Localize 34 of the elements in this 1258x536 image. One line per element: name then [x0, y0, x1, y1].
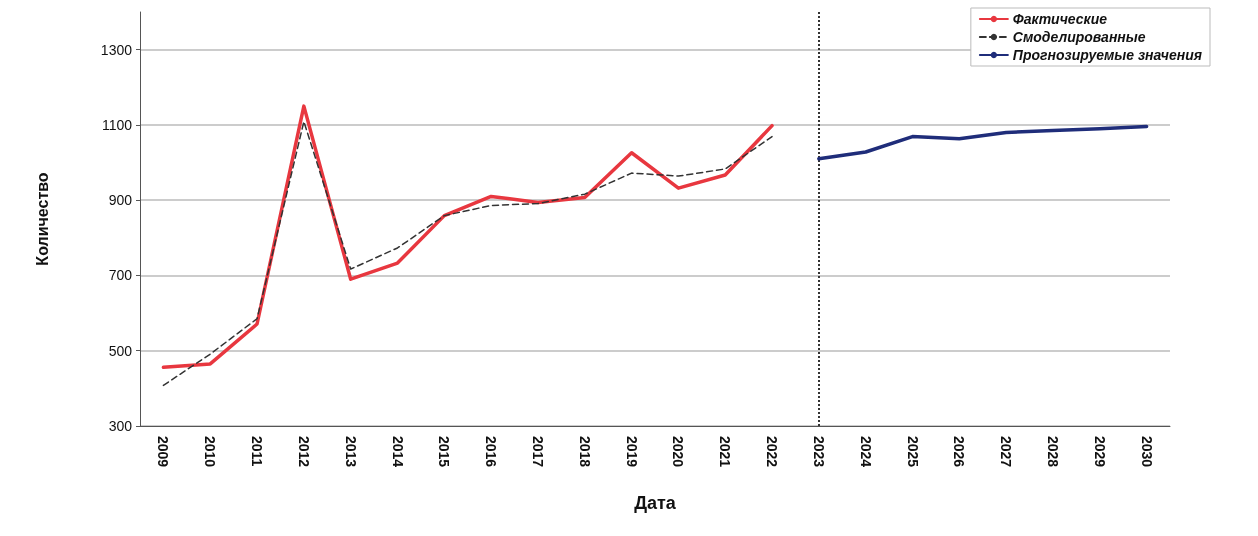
x-tick-label: 2012	[295, 436, 312, 468]
x-tick-label: 2019	[623, 436, 640, 468]
y-tick-label: 300	[108, 418, 133, 434]
x-tick-label: 2011	[249, 436, 266, 467]
y-tick-label: 500	[108, 342, 133, 359]
x-tick-label: 2017	[529, 436, 546, 468]
y-tick-label: 900	[108, 192, 133, 209]
x-tick-label: 2010	[202, 436, 219, 468]
legend-label: Прогнозируемые значения	[1012, 47, 1203, 63]
x-tick-label: 2026	[951, 436, 968, 468]
x-tick-label: 2022	[764, 436, 781, 468]
x-tick-label: 2015	[436, 436, 453, 468]
line-series	[817, 124, 1149, 161]
x-tick-label: 2013	[342, 436, 359, 468]
x-tick-label: 2030	[1138, 436, 1155, 468]
x-tick-label: 2027	[998, 436, 1015, 468]
x-tick-label: 2024	[857, 436, 874, 468]
x-tick-label: 2016	[483, 436, 500, 468]
y-tick-label: 1100	[101, 116, 133, 133]
y-axis-title: Количество	[33, 172, 51, 266]
legend-label: Фактические	[1012, 11, 1108, 27]
x-tick-label: 2025	[904, 436, 921, 468]
x-tick-label: 2014	[389, 436, 406, 468]
x-tick-label: 2018	[576, 436, 593, 468]
y-tick-label: 700	[108, 267, 133, 284]
x-tick-label: 2021	[717, 436, 734, 468]
x-tick-label: 2028	[1044, 436, 1061, 468]
x-axis-title: Дата	[634, 493, 677, 513]
x-tick-label: 2029	[1091, 436, 1108, 468]
legend-label: Смоделированные	[1012, 29, 1146, 45]
y-tick-label: 1300	[100, 41, 133, 58]
x-tick-label: 2020	[670, 436, 687, 468]
x-tick-label: 2009	[155, 436, 172, 468]
x-tick-label: 2023	[810, 436, 827, 468]
